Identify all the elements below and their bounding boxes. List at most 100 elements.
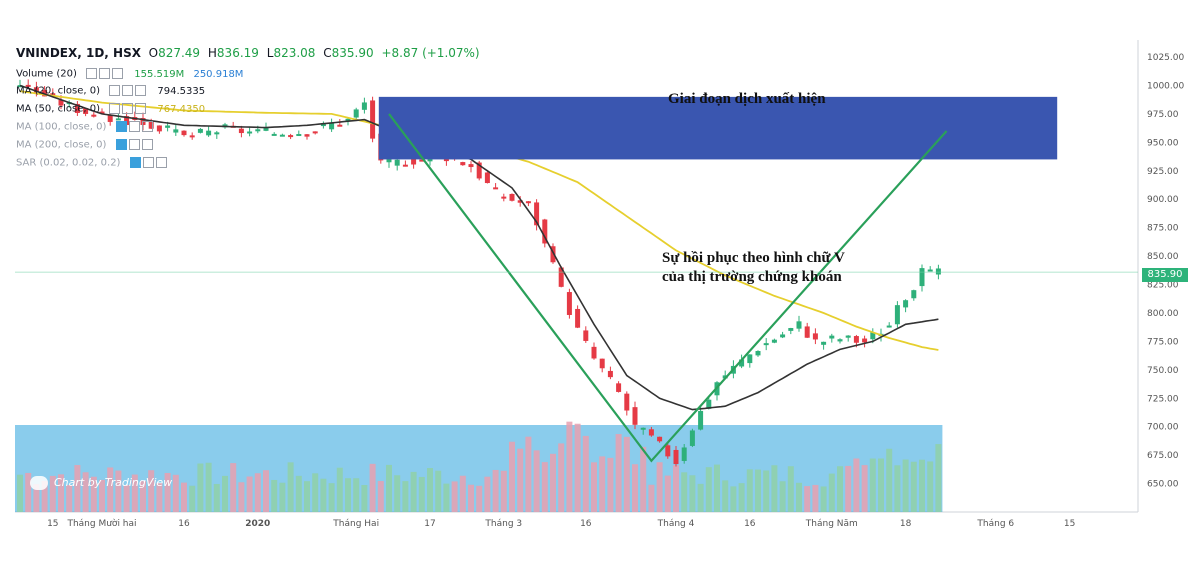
recovery-label-line2: của thị trường chứng khoán xyxy=(662,269,842,285)
indicator-controls[interactable] xyxy=(115,121,155,133)
candle xyxy=(665,445,671,457)
volume-bar xyxy=(550,453,556,512)
candle xyxy=(50,93,56,96)
y-tick-label: 750.00 xyxy=(1147,366,1179,376)
candle xyxy=(402,164,408,167)
candle xyxy=(124,116,130,125)
volume-bar xyxy=(566,421,573,512)
y-tick-label: 725.00 xyxy=(1147,394,1179,404)
y-tick-label: 700.00 xyxy=(1147,423,1179,433)
x-tick-label: 15 xyxy=(47,519,58,529)
volume-bar xyxy=(656,462,663,512)
volume-bar xyxy=(230,463,237,512)
x-tick-label: 15 xyxy=(1064,519,1075,529)
candle xyxy=(558,267,564,287)
volume-bar xyxy=(107,467,114,512)
candle xyxy=(689,430,695,446)
close-label: C xyxy=(323,46,332,60)
volume-bar xyxy=(246,476,253,512)
y-tick-label: 825.00 xyxy=(1147,281,1179,291)
indicator-controls[interactable] xyxy=(129,157,169,169)
indicator-controls[interactable] xyxy=(115,139,155,151)
candle xyxy=(755,350,761,356)
volume-bar xyxy=(115,470,122,512)
x-tick-label: Tháng 4 xyxy=(657,519,695,529)
candle xyxy=(501,196,507,199)
tradingview-watermark[interactable]: Chart by TradingView xyxy=(22,472,180,494)
ma50-value: 767.4350 xyxy=(157,103,206,115)
volume-bar xyxy=(607,457,614,512)
volume-bar xyxy=(845,465,852,512)
volume-bar xyxy=(582,435,589,512)
volume-bar xyxy=(222,475,228,512)
volume-bar xyxy=(312,473,319,512)
last-price-tag: 835.90 xyxy=(1142,268,1188,282)
volume-bar xyxy=(886,448,893,512)
axes: 650.00 675.00 700.00 725.00 750.00 775.00 800.… xyxy=(47,53,1184,529)
indicator-controls[interactable] xyxy=(109,103,148,115)
candle xyxy=(698,410,704,430)
volume-bar xyxy=(697,483,704,512)
volume-bar xyxy=(476,485,483,512)
volume-bars xyxy=(15,421,943,512)
candle xyxy=(903,300,909,308)
volume-bar xyxy=(599,456,606,512)
volume-bar xyxy=(705,467,712,512)
y-tick-label: 925.00 xyxy=(1147,167,1179,177)
candle xyxy=(845,335,851,338)
candle xyxy=(935,268,941,275)
candle xyxy=(214,132,220,135)
volume-bar xyxy=(49,475,56,512)
candle xyxy=(468,164,474,168)
indicator-ma100[interactable]: MA (100, close, 0) xyxy=(16,121,155,133)
volume-bar xyxy=(140,481,146,512)
volume-bar xyxy=(263,470,269,512)
volume-bar xyxy=(377,481,384,512)
indicator-sar[interactable]: SAR (0.02, 0.02, 0.2) xyxy=(16,157,169,169)
candle xyxy=(534,202,540,226)
candle xyxy=(542,219,548,244)
volume-bar xyxy=(910,461,917,512)
indicator-ma200[interactable]: MA (200, close, 0) xyxy=(16,139,155,151)
indicator-controls[interactable] xyxy=(86,68,125,80)
indicator-name: MA (100, close, 0) xyxy=(16,121,107,133)
volume-bar xyxy=(615,434,622,512)
indicator-ma50[interactable]: MA (50, close, 0) 767.4350 xyxy=(16,103,205,115)
candle xyxy=(263,127,269,131)
candle xyxy=(739,359,745,367)
candle xyxy=(304,134,310,137)
x-tick-label: Tháng Năm xyxy=(805,519,858,529)
candle xyxy=(107,114,113,122)
x-tick-label: Tháng Hai xyxy=(332,519,379,529)
candle xyxy=(632,407,638,425)
candle xyxy=(747,354,753,364)
volume-bar xyxy=(681,472,688,512)
volume-bar xyxy=(738,483,745,512)
indicator-ma20[interactable]: MA (20, close, 0) 794.5335 xyxy=(16,85,205,97)
indicator-name: MA (200, close, 0) xyxy=(16,139,107,151)
volume-bar xyxy=(689,475,696,512)
candle xyxy=(353,109,359,118)
volume-bar xyxy=(730,486,737,512)
candle xyxy=(763,343,769,346)
volume-bar xyxy=(25,472,32,512)
volume-bar xyxy=(410,471,417,512)
volume-bar xyxy=(435,470,442,512)
volume-bar xyxy=(74,465,81,512)
volume-bar xyxy=(82,472,89,512)
volume-bar xyxy=(451,481,458,512)
volume-bar xyxy=(197,463,204,512)
candle xyxy=(91,114,97,117)
volume-bar xyxy=(894,465,901,512)
volume-bar xyxy=(517,448,524,512)
volume-bar xyxy=(927,461,934,512)
indicator-volume[interactable]: Volume (20) 155.519M 250.918M xyxy=(16,68,243,80)
indicator-controls[interactable] xyxy=(109,85,148,97)
v-shape-line xyxy=(388,113,948,463)
volume-bar xyxy=(746,469,753,512)
symbol-title[interactable]: VNINDEX, 1D, HSX xyxy=(16,46,141,60)
candle xyxy=(575,308,581,328)
candle xyxy=(197,128,203,133)
candle xyxy=(804,326,810,338)
volume-bar xyxy=(131,474,138,512)
